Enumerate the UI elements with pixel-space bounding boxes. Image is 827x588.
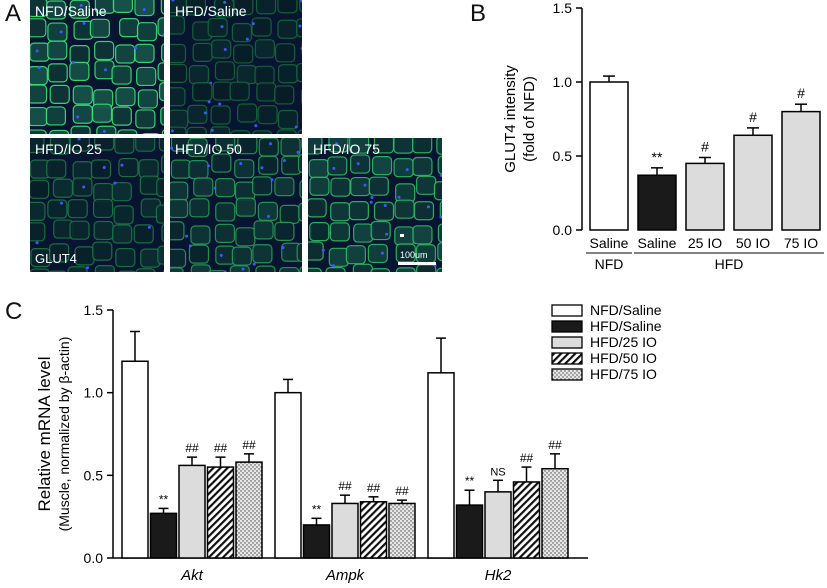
y-tick-label: 0.5	[553, 148, 573, 164]
y-tick-label: 0.0	[553, 222, 573, 238]
bar	[589, 81, 629, 231]
muscle-fibers-image	[30, 0, 164, 134]
bar	[206, 466, 235, 559]
panel-b-letter: B	[470, 0, 487, 27]
muscle-fibers-image	[308, 138, 442, 272]
bar	[427, 372, 455, 559]
muscle-fibers-image	[170, 0, 302, 134]
significance-label: #	[797, 85, 805, 101]
significance-label: ##	[520, 451, 534, 465]
category-label: 25 IO	[688, 235, 722, 251]
scale-bar-label: 100um	[400, 250, 428, 260]
stain-label: GLUT4	[35, 251, 77, 266]
y-tick-label: 1.0	[84, 385, 104, 401]
bar	[637, 174, 677, 231]
micrograph-label: HFD/Saline	[175, 3, 247, 19]
significance-label: NS	[490, 466, 505, 478]
category-label: Saline	[590, 235, 629, 251]
bar	[388, 502, 416, 559]
legend-swatch	[551, 320, 583, 333]
mrna-level-chart: 0.0 0.5 1.0 1.5 Relative mRNA level (Muscle, …	[35, 302, 662, 584]
legend-label: HFD/50 IO	[590, 350, 657, 366]
y-axis-label-line: (fold of NFD)	[521, 76, 538, 162]
significance-label: #	[749, 109, 757, 125]
significance-label: **	[465, 474, 475, 488]
category-label: Saline	[638, 235, 677, 251]
micrograph-hfd-saline: HFD/Saline	[170, 0, 302, 134]
significance-label: ##	[548, 438, 562, 452]
micrograph-label: NFD/Saline	[35, 3, 107, 19]
muscle-fibers-image	[30, 138, 164, 272]
significance-label: ##	[242, 438, 256, 452]
y-axis-label-line: GLUT4 intensity	[502, 65, 519, 173]
bar	[235, 461, 263, 559]
y-axis-label: GLUT4 intensity (fold of NFD)	[502, 65, 538, 173]
glut4-intensity-chart: 0.0 0.5 1.0 1.5 GLUT4 intensity (fold of NFD)…	[502, 0, 824, 272]
micrograph-label: HFD/IO 75	[313, 141, 380, 157]
legend-swatch	[551, 368, 583, 381]
scale-mark	[400, 234, 404, 237]
group-label: HFD	[715, 256, 744, 272]
y-tick-label: 1.0	[553, 74, 573, 90]
category-label: Akt	[180, 567, 204, 584]
legend-label: HFD/25 IO	[590, 334, 657, 350]
micrograph-hfd-io25: HFD/IO 25 GLUT4	[30, 138, 164, 272]
category-label: Hk2	[485, 567, 512, 584]
bar	[484, 491, 512, 559]
legend-label: HFD/Saline	[590, 318, 662, 334]
significance-label: **	[312, 502, 322, 516]
bar	[455, 504, 484, 559]
legend-swatch	[551, 336, 583, 349]
bar	[149, 512, 178, 559]
bar	[541, 467, 569, 559]
legend-label: NFD/Saline	[590, 302, 662, 318]
y-axis-label-line: (Muscle, normalized by β-actin)	[56, 337, 72, 532]
bar	[359, 501, 388, 559]
bar	[781, 110, 821, 231]
y-axis-label-line: Relative mRNA level	[35, 357, 54, 512]
category-label: Ampk	[325, 567, 366, 584]
legend-swatch	[551, 304, 583, 317]
panel-a-letter: A	[5, 0, 22, 27]
y-axis-label: Relative mRNA level (Muscle, normalized b…	[35, 337, 72, 532]
bar	[512, 481, 541, 559]
micrograph-hfd-io75: HFD/IO 75 100um	[308, 138, 442, 272]
bar	[178, 464, 206, 559]
micrograph-label: HFD/IO 50	[175, 141, 242, 157]
micrograph-hfd-io50: HFD/IO 50	[170, 138, 302, 272]
significance-label: ##	[367, 481, 381, 495]
significance-label: ##	[185, 441, 199, 455]
bar	[302, 524, 331, 559]
bar	[274, 391, 302, 559]
legend-label: HFD/75 IO	[590, 366, 657, 382]
group-label: NFD	[595, 256, 624, 272]
scale-bar	[398, 262, 436, 265]
category-label: 50 IO	[736, 235, 770, 251]
significance-label: ##	[395, 484, 409, 498]
legend-swatch	[551, 352, 583, 365]
significance-label: **	[159, 492, 169, 506]
bar	[121, 360, 149, 559]
significance-label: ##	[338, 479, 352, 493]
category-label: 75 IO	[784, 235, 818, 251]
y-tick-label: 1.5	[553, 0, 573, 16]
micrograph-nfd-saline: NFD/Saline	[30, 0, 164, 134]
y-tick-label: 0.5	[84, 467, 104, 483]
significance-label: **	[652, 149, 663, 165]
y-tick-label: 0.0	[84, 550, 104, 566]
muscle-fibers-image	[170, 138, 302, 272]
significance-label: ##	[214, 441, 228, 455]
significance-label: #	[701, 138, 709, 154]
bar	[331, 502, 359, 559]
bar	[733, 134, 773, 231]
panel-c-letter: C	[5, 298, 23, 325]
micrograph-label: HFD/IO 25	[35, 141, 102, 157]
y-tick-label: 1.5	[84, 302, 104, 318]
bar	[685, 162, 725, 231]
